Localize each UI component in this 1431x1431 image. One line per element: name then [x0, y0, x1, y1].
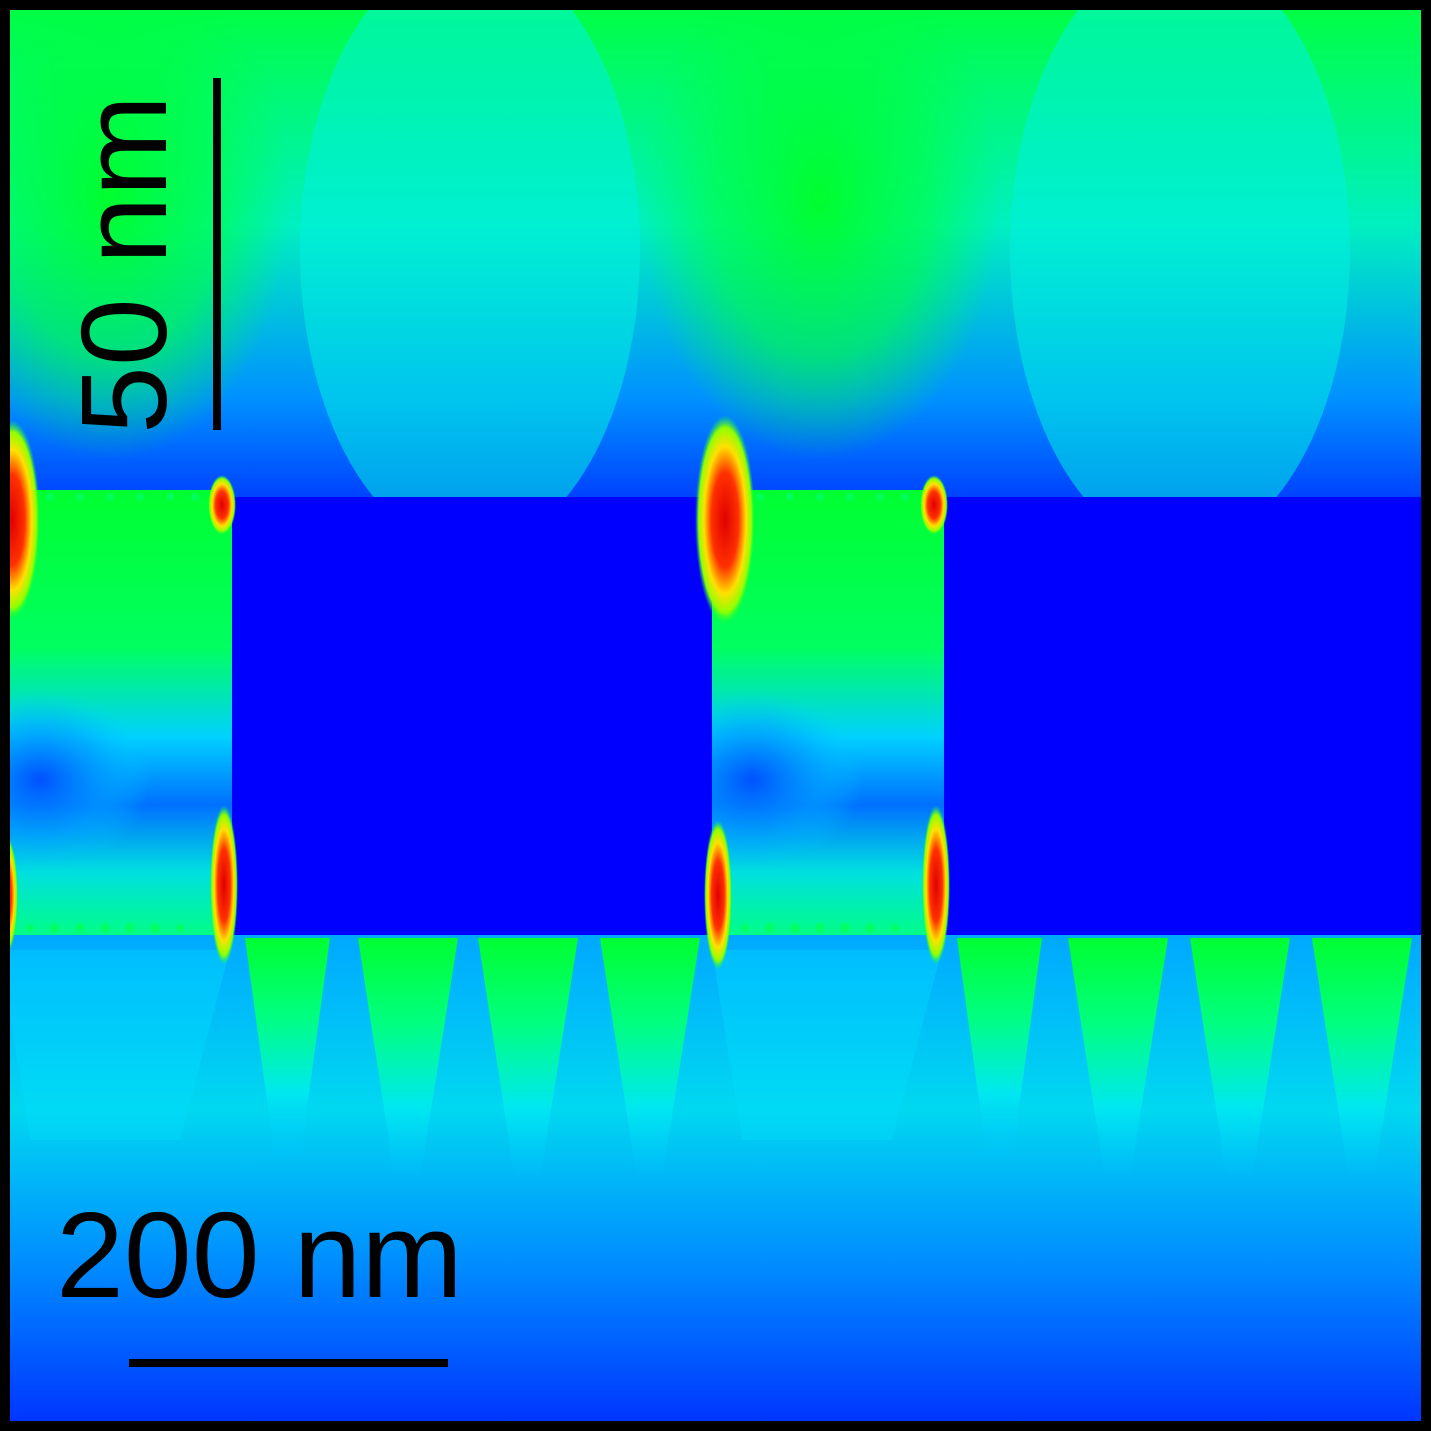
gap-blue-dip: [0, 690, 150, 870]
lower-stripes: [0, 938, 1412, 1180]
scale-label-vertical: 50 nm: [56, 95, 192, 434]
metal-block-left: [232, 497, 712, 935]
interface-dots: [26, 493, 909, 933]
lower-field: [0, 935, 1431, 1431]
scale-label-horizontal: 200 nm: [56, 1187, 463, 1323]
metal-block-right: [944, 497, 1431, 935]
upper-field-cyan-band: [1010, 0, 1350, 550]
upper-field-green-glow: [640, 0, 1000, 460]
upper-field-cyan-band: [300, 0, 640, 550]
field-hotspots: [0, 415, 950, 970]
